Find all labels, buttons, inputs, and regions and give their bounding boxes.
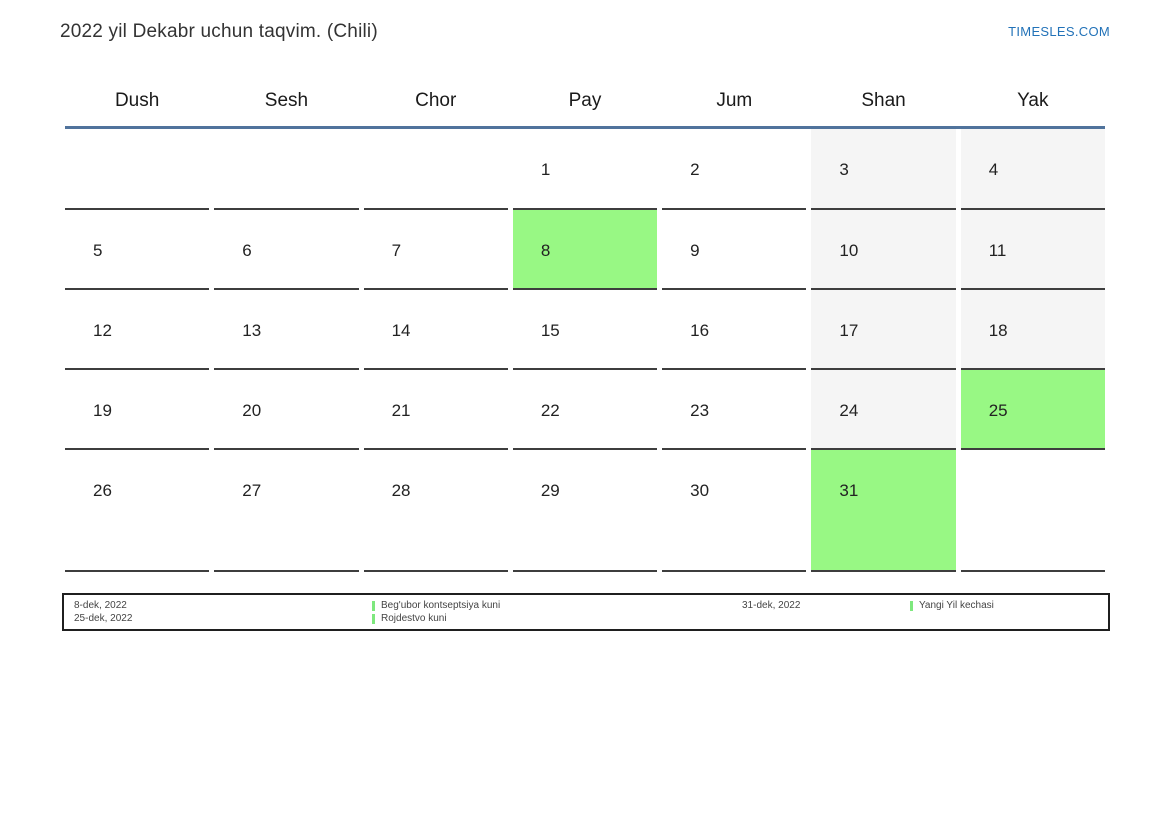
weekday-header-chor: Chor bbox=[415, 89, 457, 111]
legend-date-column: 8-dek, 2022 25-dek, 2022 bbox=[74, 599, 372, 629]
weekday-header-row: Dush Sesh Chor Pay Jum Shan Yak bbox=[65, 75, 1105, 129]
day-cell-empty bbox=[960, 450, 1105, 572]
day-number: 18 bbox=[988, 321, 1008, 340]
day-number: 13 bbox=[242, 321, 262, 340]
page-title: 2022 yil Dekabr uchun taqvim. (Chili) bbox=[60, 21, 378, 42]
day-cell-23: 23 bbox=[662, 370, 807, 450]
day-number: 28 bbox=[391, 481, 411, 500]
day-cell-20: 20 bbox=[214, 370, 359, 450]
weekday-header-sesh: Sesh bbox=[264, 89, 309, 111]
day-number: 15 bbox=[540, 321, 560, 340]
legend-event-label: Beg'ubor kontseptsiya kuni bbox=[381, 600, 501, 611]
day-cell-27: 27 bbox=[214, 450, 359, 572]
day-number: 16 bbox=[690, 321, 710, 340]
day-number: 23 bbox=[690, 401, 710, 420]
day-cell-10: 10 bbox=[811, 210, 956, 290]
calendar: Dush Sesh Chor Pay Jum Shan Yak 1 2 3 4 5 6 7 8 9 10 11 1… bbox=[65, 75, 1105, 572]
day-cell-19: 19 bbox=[65, 370, 210, 450]
day-cell-1: 1 bbox=[512, 129, 658, 210]
day-number: 14 bbox=[391, 321, 411, 340]
day-number: 29 bbox=[540, 481, 560, 500]
weekday-header-yak: Yak bbox=[1017, 89, 1049, 111]
day-cell-empty bbox=[363, 129, 508, 210]
weekday-header-shan: Shan bbox=[861, 89, 906, 111]
day-number: 2 bbox=[690, 160, 700, 179]
legend-date-column: 31-dek, 2022 bbox=[742, 599, 910, 629]
day-cell-25: 25 bbox=[960, 370, 1105, 450]
day-number: 10 bbox=[839, 241, 859, 260]
legend-event-column: Yangi Yil kechasi bbox=[910, 599, 1108, 629]
day-cell-13: 13 bbox=[214, 290, 359, 370]
day-cell-7: 7 bbox=[363, 210, 508, 290]
legend-event: Beg'ubor kontseptsiya kuni bbox=[372, 599, 742, 612]
day-number: 30 bbox=[690, 481, 710, 500]
event-marker-icon bbox=[910, 600, 913, 611]
legend-date: 8-dek, 2022 bbox=[74, 600, 127, 611]
event-marker-icon bbox=[372, 600, 375, 611]
day-number: 27 bbox=[242, 481, 262, 500]
day-number: 4 bbox=[988, 160, 999, 179]
day-number: 21 bbox=[391, 401, 411, 420]
day-number: 3 bbox=[839, 160, 849, 179]
weekday-header-jum: Jum bbox=[716, 89, 753, 111]
day-cell-31: 31 bbox=[811, 450, 956, 572]
day-cell-29: 29 bbox=[512, 450, 658, 572]
legend-event-label: Yangi Yil kechasi bbox=[919, 600, 994, 611]
day-number: 11 bbox=[988, 241, 1007, 260]
day-number: 9 bbox=[690, 241, 700, 260]
weekday-header-pay: Pay bbox=[568, 89, 602, 111]
day-number: 7 bbox=[391, 241, 402, 260]
day-cell-17: 17 bbox=[811, 290, 956, 370]
day-number: 26 bbox=[93, 481, 112, 500]
day-cell-2: 2 bbox=[662, 129, 807, 210]
day-number: 5 bbox=[93, 241, 103, 260]
day-cell-12: 12 bbox=[65, 290, 210, 370]
day-number: 22 bbox=[540, 401, 560, 420]
day-cell-empty bbox=[214, 129, 359, 210]
day-cell-21: 21 bbox=[363, 370, 508, 450]
legend-date: 31-dek, 2022 bbox=[742, 600, 801, 611]
event-marker-icon bbox=[372, 613, 375, 624]
day-cell-30: 30 bbox=[662, 450, 807, 572]
day-cell-9: 9 bbox=[662, 210, 807, 290]
day-cell-5: 5 bbox=[65, 210, 210, 290]
day-number: 8 bbox=[540, 241, 551, 260]
day-cell-28: 28 bbox=[363, 450, 508, 572]
day-number: 1 bbox=[540, 160, 551, 179]
site-link[interactable]: TIMESLES.COM bbox=[1008, 24, 1110, 39]
weekday-header-dush: Dush bbox=[114, 89, 160, 111]
legend-event-column: Beg'ubor kontseptsiya kuni Rojdestvo kuni bbox=[372, 599, 742, 629]
day-cell-22: 22 bbox=[512, 370, 658, 450]
day-cell-14: 14 bbox=[363, 290, 508, 370]
legend-event: Yangi Yil kechasi bbox=[910, 599, 1108, 612]
day-cell-3: 3 bbox=[811, 129, 956, 210]
day-cell-16: 16 bbox=[662, 290, 807, 370]
day-number: 19 bbox=[93, 401, 112, 420]
legend-box: 8-dek, 2022 25-dek, 2022 Beg'ubor kontsept… bbox=[62, 593, 1110, 631]
day-number: 20 bbox=[242, 401, 262, 420]
legend-date: 25-dek, 2022 bbox=[74, 613, 133, 624]
day-cell-15: 15 bbox=[512, 290, 658, 370]
day-number: 6 bbox=[242, 241, 252, 260]
day-number: 17 bbox=[839, 321, 859, 340]
day-number: 12 bbox=[93, 321, 112, 340]
day-number: 24 bbox=[839, 401, 859, 420]
day-cell-18: 18 bbox=[960, 290, 1105, 370]
legend-event: Rojdestvo kuni bbox=[372, 612, 742, 625]
day-cell-24: 24 bbox=[811, 370, 956, 450]
day-cell-empty bbox=[65, 129, 210, 210]
day-number: 31 bbox=[839, 481, 859, 500]
day-cell-26: 26 bbox=[65, 450, 210, 572]
day-cell-8: 8 bbox=[512, 210, 658, 290]
legend-event-label: Rojdestvo kuni bbox=[381, 613, 447, 624]
day-cell-4: 4 bbox=[960, 129, 1105, 210]
day-number: 25 bbox=[988, 401, 1008, 420]
day-grid: 1 2 3 4 5 6 7 8 9 10 11 12 13 14 15 16 17 18 19 20 21 22 23 24 2… bbox=[65, 129, 1105, 572]
day-cell-11: 11 bbox=[960, 210, 1105, 290]
day-cell-6: 6 bbox=[214, 210, 359, 290]
